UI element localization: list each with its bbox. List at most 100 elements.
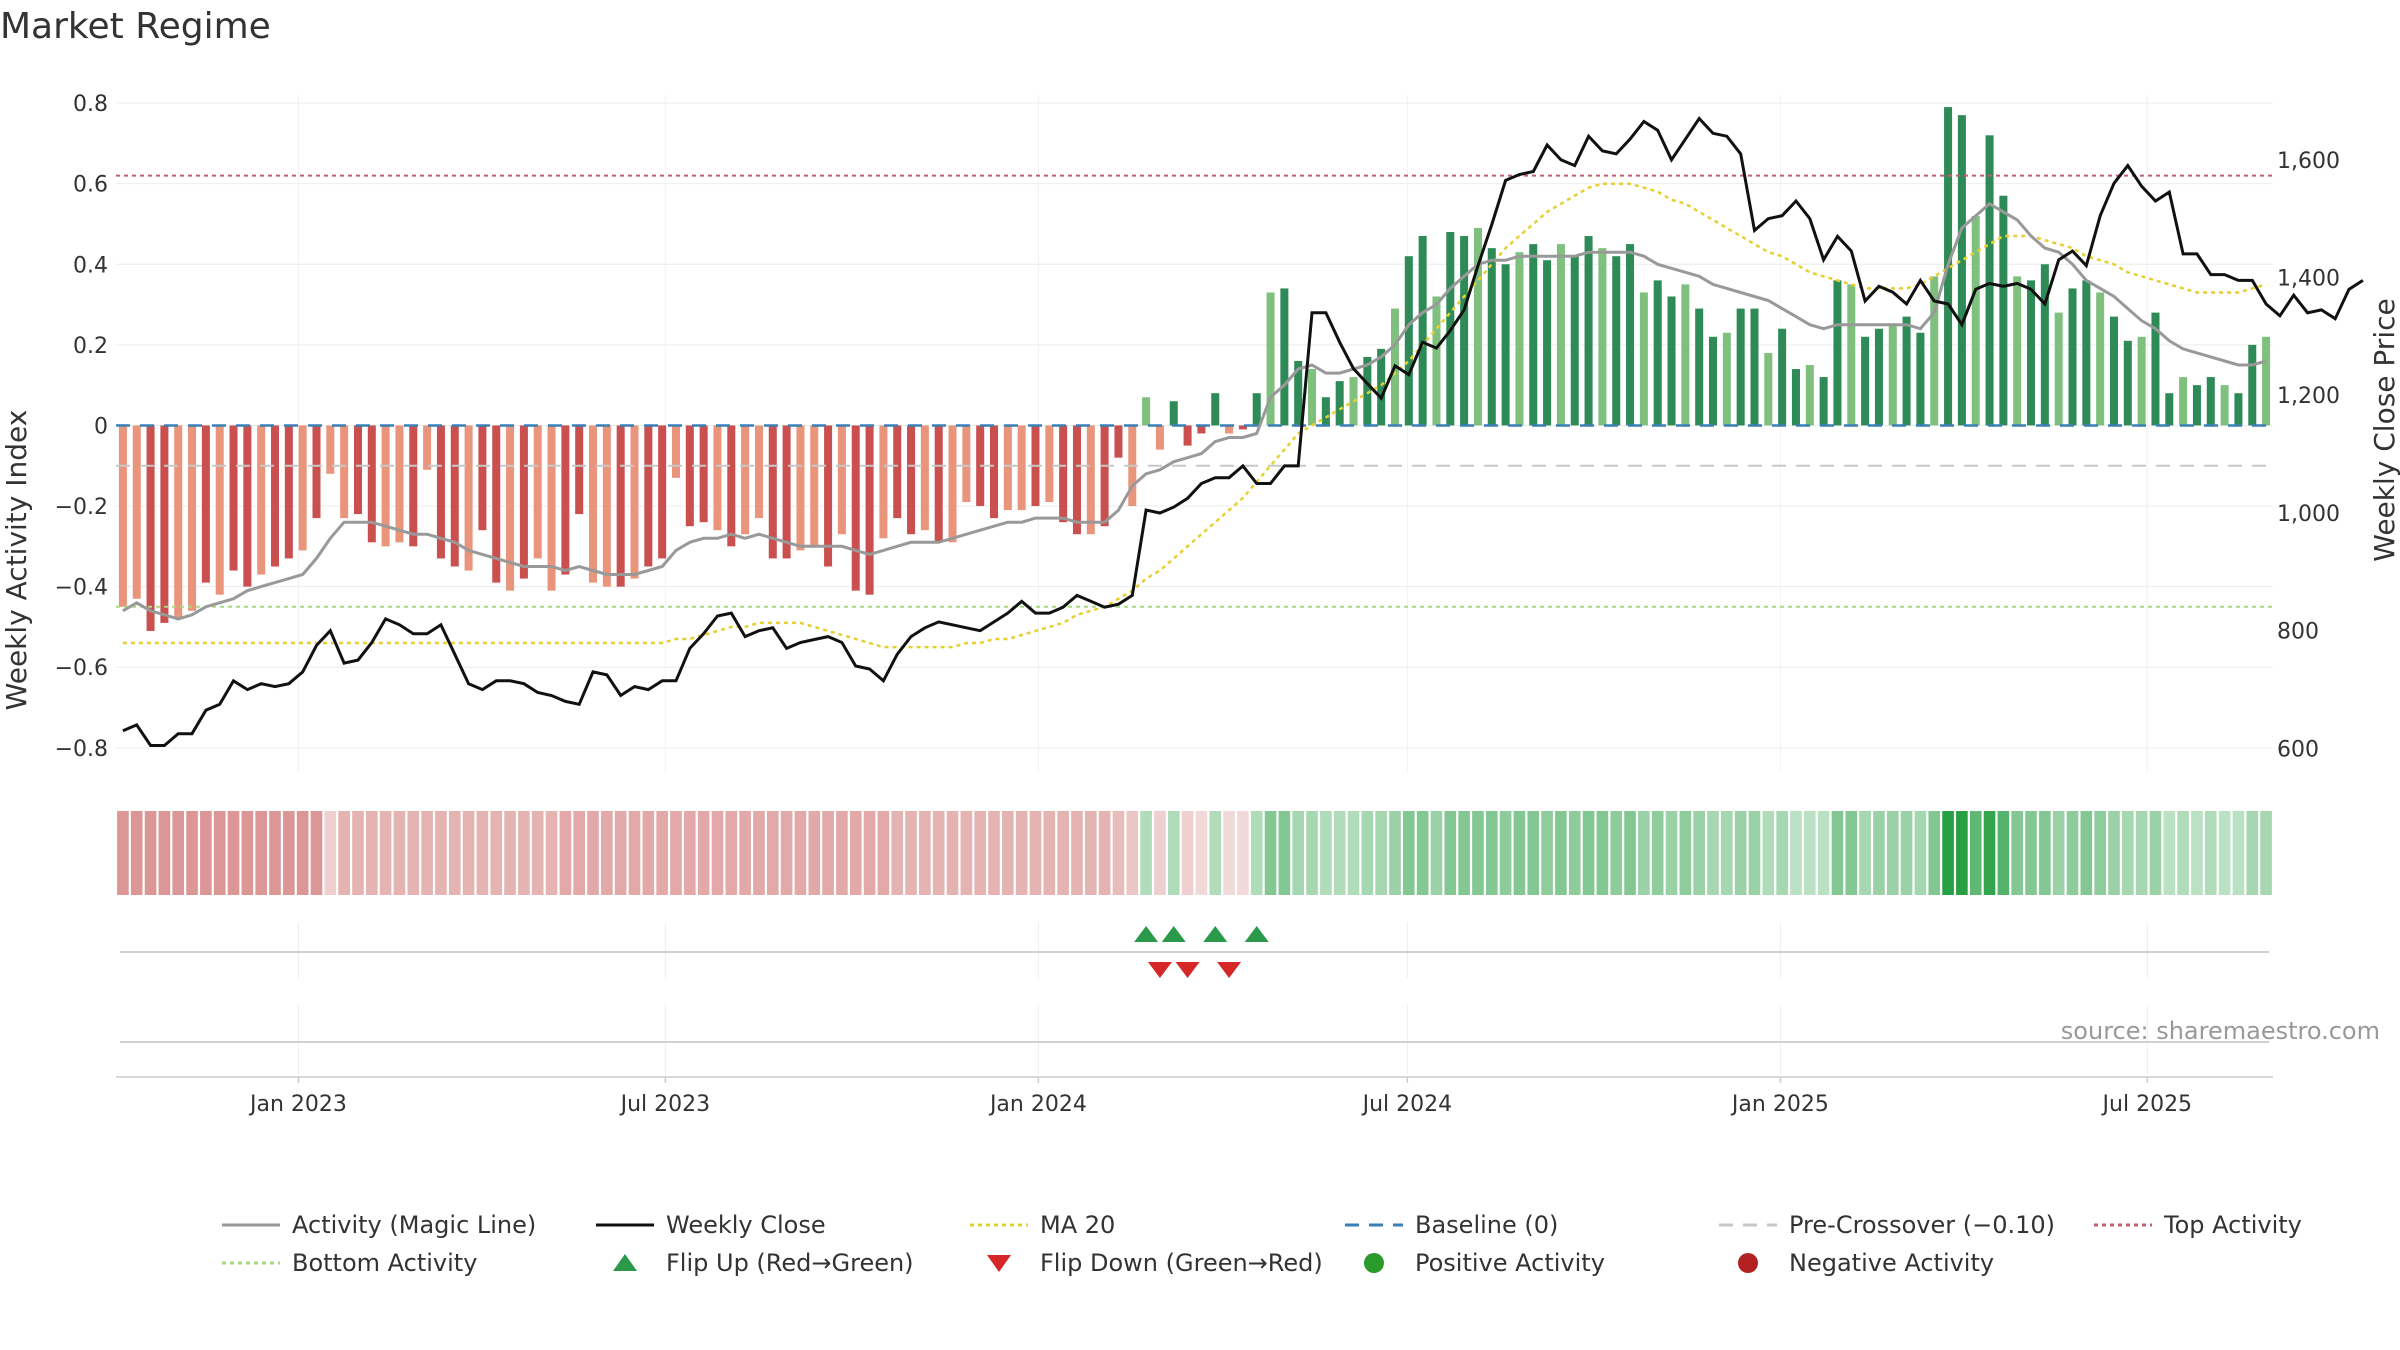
activity-bar bbox=[630, 425, 639, 579]
regime-strip-cell bbox=[2149, 811, 2162, 895]
regime-strip-cell bbox=[1320, 811, 1332, 895]
flip-down-marker bbox=[1147, 962, 1172, 978]
activity-bar bbox=[340, 425, 349, 519]
regime-strip-cell bbox=[1748, 811, 1761, 895]
activity-bar bbox=[2262, 336, 2271, 426]
activity-bar bbox=[506, 425, 515, 591]
regime-strip-cell bbox=[1859, 811, 1871, 895]
activity-bar bbox=[2040, 264, 2049, 426]
activity-bar bbox=[824, 425, 833, 567]
activity-bar bbox=[920, 425, 929, 531]
activity-bar bbox=[270, 425, 280, 567]
regime-strip-cell bbox=[601, 811, 613, 895]
regime-strip-cell bbox=[1997, 811, 2010, 895]
activity-bar bbox=[589, 425, 598, 583]
regime-strip-cell bbox=[2218, 811, 2231, 895]
regime-strip-cell bbox=[1181, 811, 1194, 895]
regime-strip-cell bbox=[1416, 811, 1429, 895]
regime-strip-cell bbox=[684, 811, 696, 895]
regime-strip-cell bbox=[1956, 811, 1968, 895]
activity-bar bbox=[1722, 332, 1731, 426]
activity-bar bbox=[948, 425, 957, 543]
activity-bar bbox=[1681, 284, 1690, 426]
regime-strip-cell bbox=[1112, 811, 1125, 895]
regime-strip-cell bbox=[1817, 811, 1830, 895]
activity-bar bbox=[1791, 369, 1800, 426]
regime-strip-cell bbox=[1983, 811, 1996, 895]
activity-bar bbox=[1432, 296, 1441, 426]
activity-bar bbox=[1335, 381, 1344, 426]
regime-strip-cell bbox=[656, 811, 668, 895]
regime-strip-cell bbox=[2108, 811, 2120, 895]
regime-strip-cell bbox=[2025, 811, 2037, 895]
legend-dot-icon bbox=[1738, 1253, 1758, 1273]
regime-strip-cell bbox=[1707, 811, 1719, 895]
activity-bar bbox=[1294, 360, 1303, 426]
regime-strip-cell bbox=[1237, 811, 1249, 895]
y-tick-label: 0.2 bbox=[73, 334, 108, 359]
regime-strip-cell bbox=[891, 811, 904, 895]
activity-bar bbox=[2151, 312, 2160, 426]
regime-strip-cell bbox=[269, 811, 281, 895]
regime-strip-cell bbox=[2260, 811, 2272, 895]
regime-strip-cell bbox=[863, 811, 876, 895]
flip-up-marker bbox=[1134, 926, 1159, 942]
regime-strip-cell bbox=[1167, 811, 1180, 895]
activity-bar bbox=[575, 425, 584, 515]
ma20-line bbox=[122, 182, 2267, 649]
activity-bar bbox=[1819, 377, 1828, 426]
activity-magic-line bbox=[122, 201, 2267, 621]
y-tick-label: 0.4 bbox=[73, 253, 108, 278]
activity-bar bbox=[2109, 316, 2118, 426]
regime-strip-cell bbox=[559, 811, 572, 895]
legend-label: Weekly Close bbox=[666, 1211, 826, 1239]
source-note: source: sharemaestro.com bbox=[2061, 1017, 2380, 1045]
activity-bar bbox=[492, 425, 501, 583]
regime-strip-cell bbox=[628, 811, 641, 895]
activity-bar bbox=[381, 425, 390, 547]
activity-bar bbox=[1847, 284, 1856, 426]
regime-strip-cell bbox=[2246, 811, 2259, 895]
y2-axis-title: Weekly Close Price bbox=[2368, 298, 2400, 561]
activity-bar bbox=[146, 425, 155, 631]
regime-strip-cell bbox=[780, 811, 793, 895]
activity-bar bbox=[1169, 401, 1178, 426]
activity-bar bbox=[174, 425, 183, 619]
regime-strip-cell bbox=[421, 811, 433, 895]
activity-bar bbox=[519, 425, 528, 579]
regime-strip-cell bbox=[905, 811, 917, 895]
empty-panel bbox=[120, 1005, 2269, 1075]
activity-bar bbox=[1252, 393, 1261, 426]
regime-strip-cell bbox=[1002, 811, 1014, 895]
activity-bar bbox=[1556, 244, 1565, 426]
regime-strip-cell bbox=[1513, 811, 1526, 895]
y-tick-label: 0.6 bbox=[73, 173, 108, 198]
activity-bar bbox=[1736, 308, 1745, 426]
activity-bar bbox=[1778, 328, 1787, 426]
regime-strip-cell bbox=[1803, 811, 1816, 895]
activity-bar bbox=[2165, 393, 2174, 426]
regime-strip-cell bbox=[2094, 811, 2106, 895]
activity-bar bbox=[1543, 260, 1552, 426]
activity-bar bbox=[1971, 215, 1980, 426]
regime-strip-cell bbox=[1969, 811, 1982, 895]
regime-strip-cell bbox=[393, 811, 406, 895]
regime-strip-cell bbox=[808, 811, 821, 895]
regime-strip-cell bbox=[1679, 811, 1692, 895]
regime-strip-cell bbox=[1928, 811, 1941, 895]
activity-bar bbox=[2206, 377, 2215, 426]
activity-bar bbox=[1045, 425, 1054, 503]
regime-strip bbox=[117, 811, 2272, 895]
regime-strip-cell bbox=[144, 811, 157, 895]
regime-strip-cell bbox=[739, 811, 751, 895]
flip-down-marker bbox=[1217, 962, 1242, 978]
y2-tick-label: 1,400 bbox=[2277, 266, 2340, 291]
regime-strip-cell bbox=[1624, 811, 1636, 895]
legend-flip-down-icon bbox=[987, 1255, 1011, 1272]
activity-bar bbox=[409, 425, 418, 547]
regime-strip-cell bbox=[1734, 811, 1747, 895]
activity-bar bbox=[1695, 308, 1704, 426]
legend: Activity (Magic Line) Weekly Close MA 20 Ba… bbox=[222, 1211, 2302, 1277]
activity-bar bbox=[2179, 377, 2188, 426]
activity-bar bbox=[395, 425, 404, 543]
